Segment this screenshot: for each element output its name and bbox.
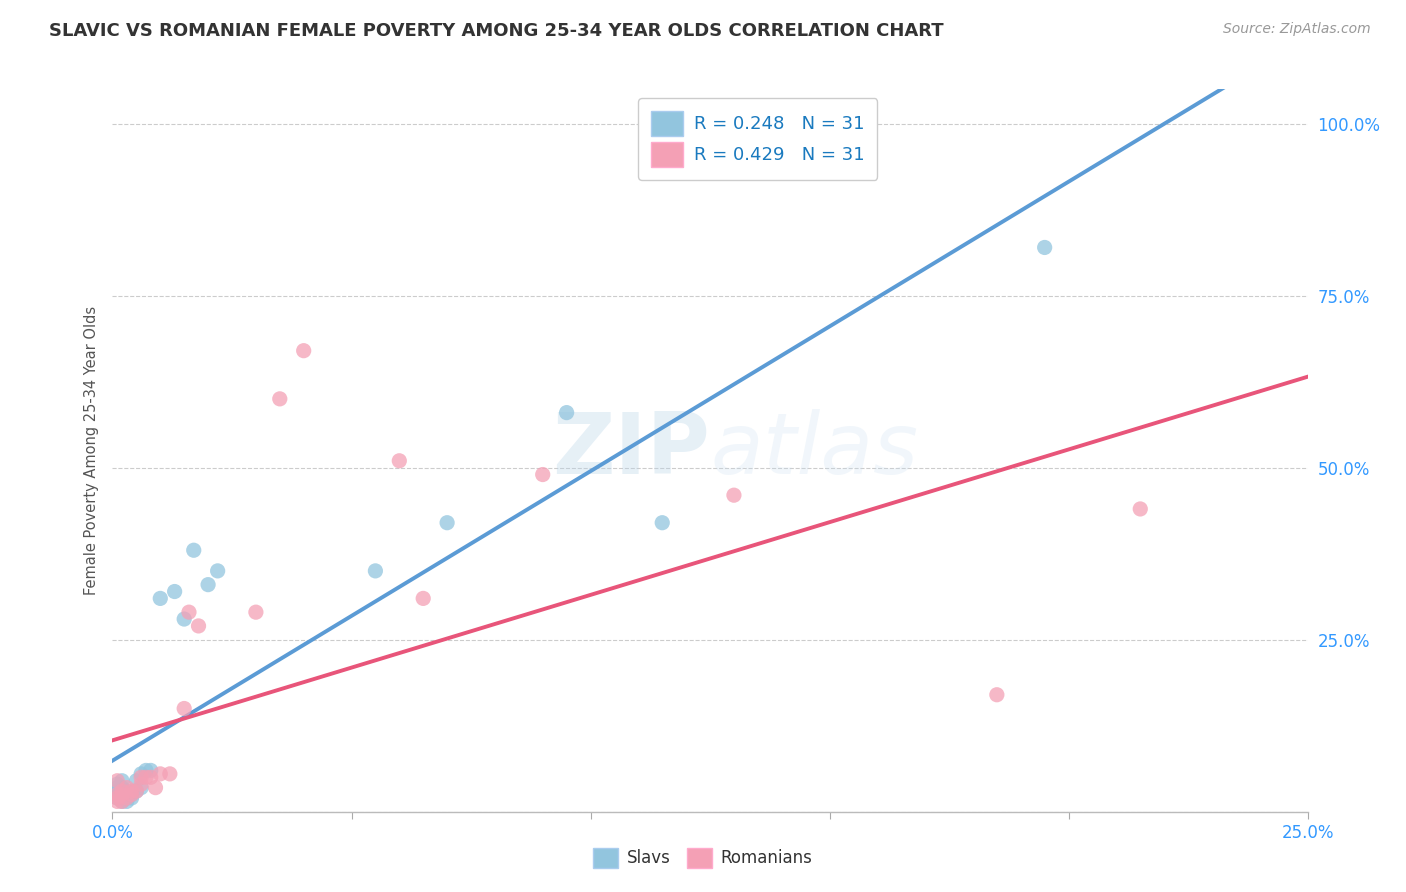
Point xyxy=(412,591,434,606)
Point xyxy=(135,770,157,784)
Point xyxy=(111,794,134,808)
Legend: Slavs, Romanians: Slavs, Romanians xyxy=(586,841,820,875)
Point xyxy=(115,794,138,808)
Point xyxy=(115,784,138,798)
Point xyxy=(177,605,200,619)
Point xyxy=(436,516,458,530)
Point xyxy=(111,794,134,808)
Point xyxy=(183,543,205,558)
Point xyxy=(111,780,134,795)
Point xyxy=(105,780,128,795)
Point xyxy=(125,784,148,798)
Point xyxy=(187,619,209,633)
Point xyxy=(292,343,315,358)
Point xyxy=(129,777,152,791)
Point xyxy=(105,791,128,805)
Point xyxy=(121,788,143,802)
Point xyxy=(723,488,745,502)
Point xyxy=(129,767,152,781)
Point xyxy=(105,788,128,802)
Point xyxy=(129,770,152,784)
Y-axis label: Female Poverty Among 25-34 Year Olds: Female Poverty Among 25-34 Year Olds xyxy=(83,306,98,595)
Point xyxy=(111,784,134,798)
Point xyxy=(173,612,195,626)
Point xyxy=(125,784,148,798)
Point xyxy=(115,791,138,805)
Text: atlas: atlas xyxy=(710,409,918,492)
Point xyxy=(245,605,267,619)
Point xyxy=(159,767,181,781)
Point xyxy=(269,392,291,406)
Point xyxy=(163,584,186,599)
Legend: R = 0.248   N = 31, R = 0.429   N = 31: R = 0.248 N = 31, R = 0.429 N = 31 xyxy=(638,98,877,180)
Point xyxy=(105,773,128,788)
Point xyxy=(555,406,578,420)
Point xyxy=(1033,240,1056,254)
Point xyxy=(145,780,167,795)
Point xyxy=(105,784,128,798)
Point xyxy=(149,591,172,606)
Point xyxy=(364,564,387,578)
Point xyxy=(388,454,411,468)
Point xyxy=(129,780,152,795)
Point xyxy=(111,773,134,788)
Point xyxy=(149,767,172,781)
Point xyxy=(121,791,143,805)
Point xyxy=(121,784,143,798)
Point xyxy=(111,788,134,802)
Point xyxy=(115,791,138,805)
Point xyxy=(139,770,162,784)
Point xyxy=(121,788,143,802)
Point xyxy=(105,794,128,808)
Point xyxy=(125,773,148,788)
Point xyxy=(135,764,157,778)
Point xyxy=(105,791,128,805)
Point xyxy=(115,780,138,795)
Point xyxy=(111,791,134,805)
Text: ZIP: ZIP xyxy=(553,409,710,492)
Point xyxy=(651,516,673,530)
Point xyxy=(139,764,162,778)
Point xyxy=(1129,502,1152,516)
Point xyxy=(173,701,195,715)
Text: SLAVIC VS ROMANIAN FEMALE POVERTY AMONG 25-34 YEAR OLDS CORRELATION CHART: SLAVIC VS ROMANIAN FEMALE POVERTY AMONG … xyxy=(49,22,943,40)
Text: Source: ZipAtlas.com: Source: ZipAtlas.com xyxy=(1223,22,1371,37)
Point xyxy=(531,467,554,482)
Point xyxy=(986,688,1008,702)
Point xyxy=(207,564,229,578)
Point xyxy=(105,788,128,802)
Point xyxy=(197,577,219,591)
Point xyxy=(105,777,128,791)
